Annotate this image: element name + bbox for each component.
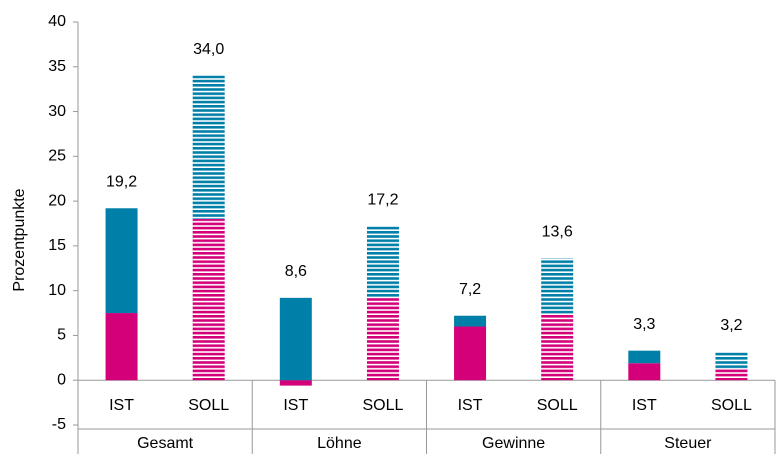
x-tick-label: IST (458, 397, 483, 414)
x-tick-label: IST (632, 397, 657, 414)
x-tick-label: SOLL (362, 397, 403, 414)
y-tick-label: 25 (48, 148, 66, 165)
bar-segment (105, 208, 138, 314)
total-label: 8,6 (285, 263, 307, 280)
group-label: Löhne (317, 435, 362, 452)
y-tick-label: 0 (57, 371, 66, 388)
bar-segment (715, 369, 748, 381)
y-tick-label: 5 (57, 327, 66, 344)
total-label: 34,0 (193, 41, 224, 58)
y-tick-label: 40 (48, 13, 66, 30)
bar-segment (279, 297, 312, 381)
total-label: 3,2 (720, 317, 742, 334)
y-tick-label: 10 (48, 282, 66, 299)
group-label: Gewinne (482, 435, 545, 452)
x-tick-label: SOLL (711, 397, 752, 414)
bar-segment (541, 258, 574, 315)
bar-segment (366, 297, 399, 381)
y-axis-label: Prozentpunkte (11, 188, 28, 291)
y-tick-label: 35 (48, 58, 66, 75)
total-label: 13,6 (542, 224, 573, 241)
bar-segment (454, 315, 487, 327)
x-tick-label: IST (109, 397, 134, 414)
x-tick-label: IST (283, 397, 308, 414)
total-label: 19,2 (106, 173, 137, 190)
y-tick-label: 30 (48, 103, 66, 120)
bar-segment (192, 75, 225, 220)
group-label: Steuer (664, 435, 712, 452)
y-tick-label: 15 (48, 237, 66, 254)
bar-segment (628, 363, 661, 381)
bar-segment (366, 226, 399, 298)
bar-segment (628, 350, 661, 364)
total-label: 17,2 (367, 191, 398, 208)
bar-segment (715, 351, 748, 370)
x-tick-label: SOLL (188, 397, 229, 414)
bar-segment (541, 314, 574, 381)
total-label: 7,2 (459, 281, 481, 298)
bar-segment (454, 326, 487, 381)
bar-segment (192, 219, 225, 381)
y-tick-label: 20 (48, 192, 66, 209)
bar-segment (279, 380, 312, 386)
total-label: 3,3 (633, 316, 655, 333)
x-tick-label: SOLL (537, 397, 578, 414)
y-tick-label: -5 (52, 416, 66, 433)
bar-segment (105, 313, 138, 381)
group-label: Gesamt (137, 435, 194, 452)
